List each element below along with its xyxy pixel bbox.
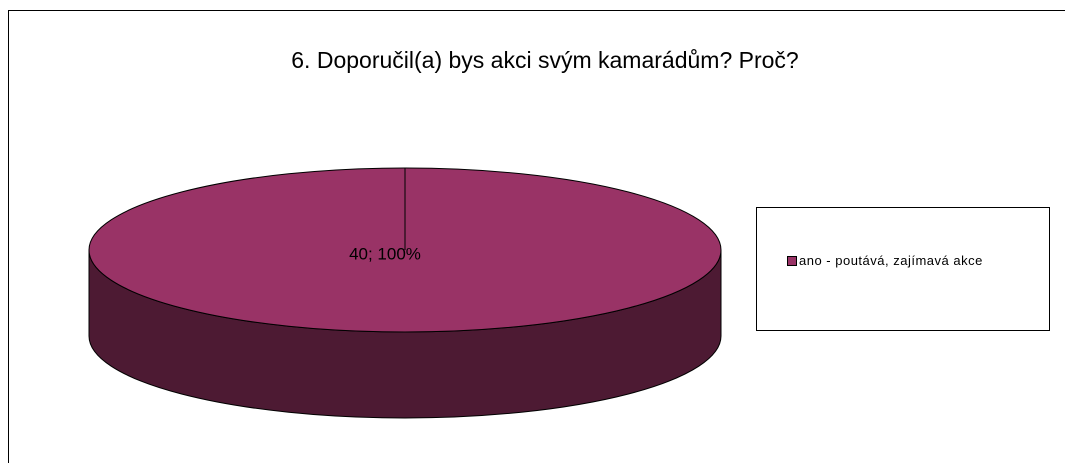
chart-title: 6. Doporučil(a) bys akci svým kamarádům?…	[291, 47, 798, 73]
pie: 40; 100%	[88, 167, 722, 419]
data-label: 40; 100%	[349, 244, 421, 263]
legend-label: ano - poutává, zajímavá akce	[799, 253, 983, 268]
legend: ano - poutává, zajímavá akce	[756, 207, 1050, 331]
chart-frame	[8, 10, 1065, 463]
legend-swatch	[787, 256, 797, 266]
